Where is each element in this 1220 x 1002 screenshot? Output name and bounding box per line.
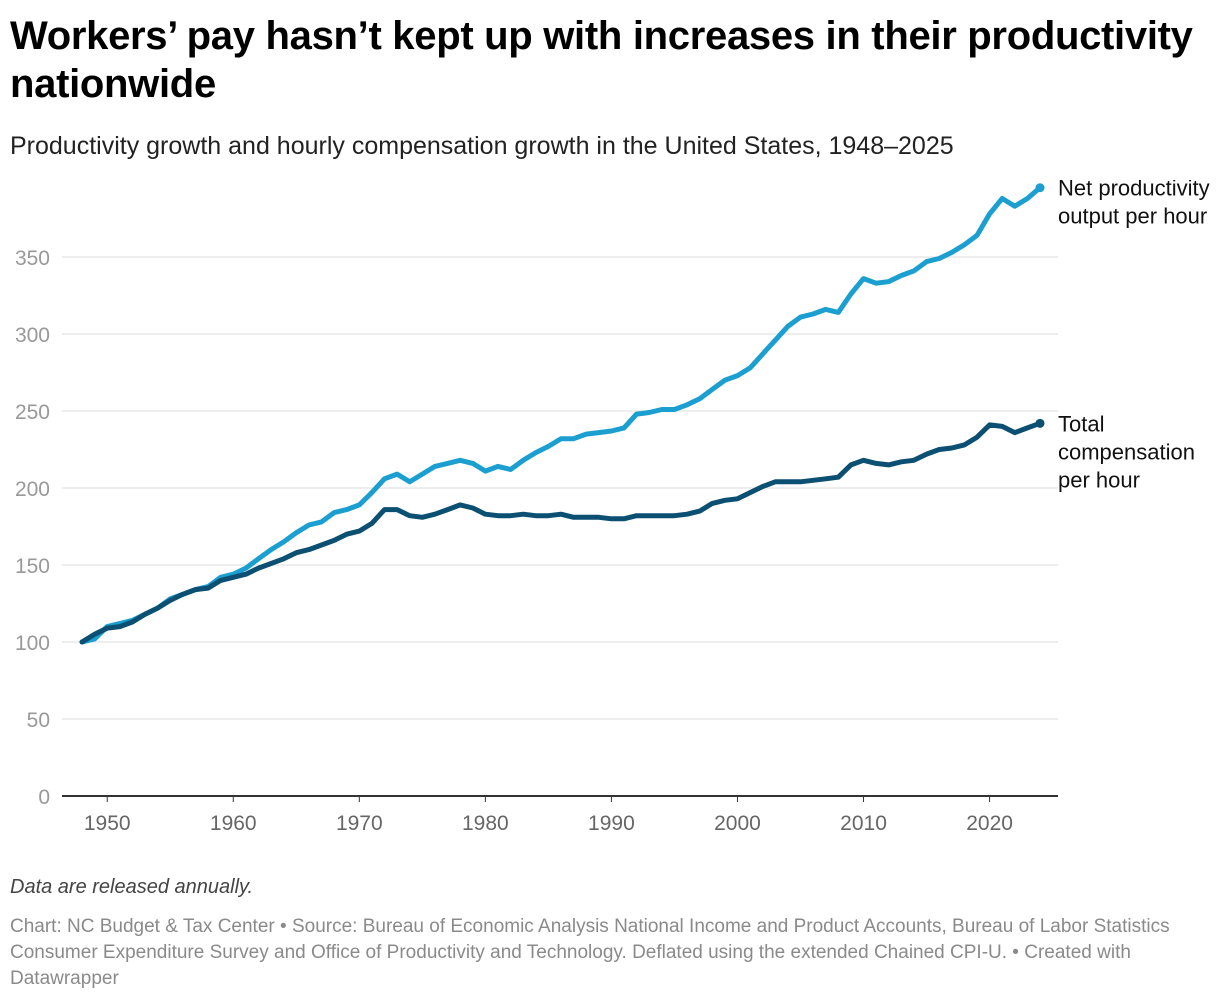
y-tick-label: 300	[15, 324, 50, 347]
x-tick-label: 1960	[210, 812, 257, 835]
grid-layer: 0 50 100 150 200 250 300 350 1950 1960 1970 1980 199…	[15, 247, 1058, 835]
chart-source: Source: Bureau of Economic Analysis Nati…	[10, 916, 1170, 963]
footer-separator-1: •	[274, 916, 292, 937]
x-tick-label: 1950	[84, 812, 131, 835]
series-label-compensation: Total compensation per hour	[1058, 411, 1195, 492]
chart-title: Workers’ pay hasn’t kept up with increas…	[10, 14, 1193, 106]
x-tick-label: 2000	[714, 812, 761, 835]
y-tick-label: 150	[15, 555, 50, 578]
chart-subtitle: Productivity growth and hourly compensat…	[10, 132, 954, 160]
series-line-compensation	[79, 420, 1043, 645]
x-tick-label: 2010	[840, 812, 887, 835]
line-layer	[79, 183, 1045, 645]
series-line-productivity	[79, 185, 1043, 645]
y-tick-label: 200	[15, 478, 50, 501]
y-tick-label: 0	[38, 786, 50, 809]
line-chart: 0 50 100 150 200 250 300 350 1950 1960 1970 1980 199…	[0, 180, 1220, 840]
series-end-dot-productivity	[1035, 183, 1045, 193]
series-label-productivity: Net productivity output per hour	[1058, 180, 1210, 229]
chart-notes: Data are released annually.	[10, 876, 254, 898]
footer-separator-2: •	[1007, 942, 1025, 963]
y-tick-label: 50	[27, 709, 50, 732]
x-tick-label: 1970	[336, 812, 383, 835]
x-tick-label: 2020	[966, 812, 1013, 835]
y-tick-label: 100	[15, 632, 50, 655]
chart-svg: 0 50 100 150 200 250 300 350 1950 1960 1970 1980 199…	[15, 180, 1210, 835]
y-tick-label: 350	[15, 247, 50, 270]
x-tick-label: 1980	[462, 812, 509, 835]
series-end-dot-compensation	[1035, 418, 1045, 428]
label-layer: Net productivity output per hour Total comp…	[1058, 180, 1210, 492]
chart-tool-credit: Created with Datawrapper	[10, 942, 1131, 989]
chart-credit: Chart: NC Budget & Tax Center	[10, 916, 275, 937]
chart-footer: Chart: NC Budget & Tax Center • Source: …	[10, 914, 1200, 992]
x-tick-label: 1990	[588, 812, 635, 835]
y-tick-label: 250	[15, 401, 50, 424]
